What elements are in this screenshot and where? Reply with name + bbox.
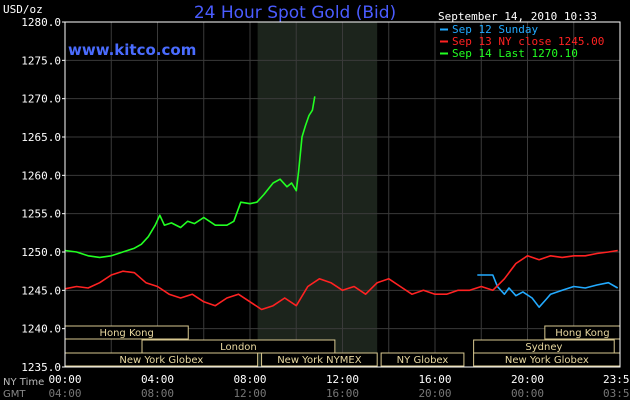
session-bar <box>261 352 378 367</box>
session-bar <box>380 352 465 367</box>
x-tick-label-ny: 20:00 <box>511 373 544 386</box>
website-label: www.kitco.com <box>68 41 196 59</box>
legend-entry: Sep 12 Sunday <box>452 23 538 36</box>
series-line <box>64 249 618 311</box>
x-tick-label-ny: 08:00 <box>233 373 266 386</box>
nymex-shade <box>257 22 378 367</box>
series-line <box>64 96 316 259</box>
x-tick-label-gmt: 04:00 <box>48 387 81 400</box>
y-axis-unit: USD/oz <box>3 3 43 16</box>
date-label: September 14, 2010 10:33 <box>438 10 597 23</box>
y-tick-label: 1240.0 <box>21 323 61 336</box>
y-tick-label: 1265.0 <box>21 131 61 144</box>
y-tick-label: 1275.0 <box>21 54 61 67</box>
session-label: Hong Kong <box>99 328 153 339</box>
x-tick-label-gmt: 12:00 <box>233 387 266 400</box>
y-tick-label: 1255.0 <box>21 208 61 221</box>
y-tick-label: 1270.0 <box>21 93 61 106</box>
y-tick-label: 1235.0 <box>21 361 61 374</box>
legend-entry: Sep 14 Last 1270.10 <box>452 47 578 60</box>
series-line <box>477 274 619 308</box>
session-label: New York NYMEX <box>277 355 362 366</box>
x-tick-label-ny: 00:00 <box>48 373 81 386</box>
x-tick-label-ny: 04:00 <box>141 373 174 386</box>
x-tick-label-gmt: 16:00 <box>326 387 359 400</box>
session-label: Sydney <box>525 342 562 353</box>
y-tick-label: 1260.0 <box>21 169 61 182</box>
session-label: London <box>220 342 257 353</box>
x-tick-label-gmt: 00:00 <box>511 387 544 400</box>
gmt-row-label: GMT <box>3 389 26 400</box>
x-tick-label-gmt: 08:00 <box>141 387 174 400</box>
session-label: New York Globex <box>119 355 203 366</box>
plot-frame <box>64 21 621 368</box>
x-tick-label-ny: 23:59 <box>603 373 630 386</box>
legend-entry: Sep 13 NY close 1245.00 <box>452 35 604 48</box>
ny-time-row-label: NY Time <box>3 377 44 388</box>
y-tick-label: 1250.0 <box>21 246 61 259</box>
y-tick-label: 1245.0 <box>21 284 61 297</box>
x-tick-label-gmt: 20:00 <box>418 387 451 400</box>
chart-title: 24 Hour Spot Gold (Bid) <box>194 3 396 23</box>
session-label: New York Globex <box>505 355 589 366</box>
x-tick-label-gmt: 03:59 <box>603 387 630 400</box>
x-tick-label-ny: 12:00 <box>326 373 359 386</box>
session-label: Hong Kong <box>555 328 609 339</box>
y-tick-label: 1280.0 <box>21 16 61 29</box>
session-label: NY Globex <box>397 355 449 366</box>
x-tick-label-ny: 16:00 <box>418 373 451 386</box>
